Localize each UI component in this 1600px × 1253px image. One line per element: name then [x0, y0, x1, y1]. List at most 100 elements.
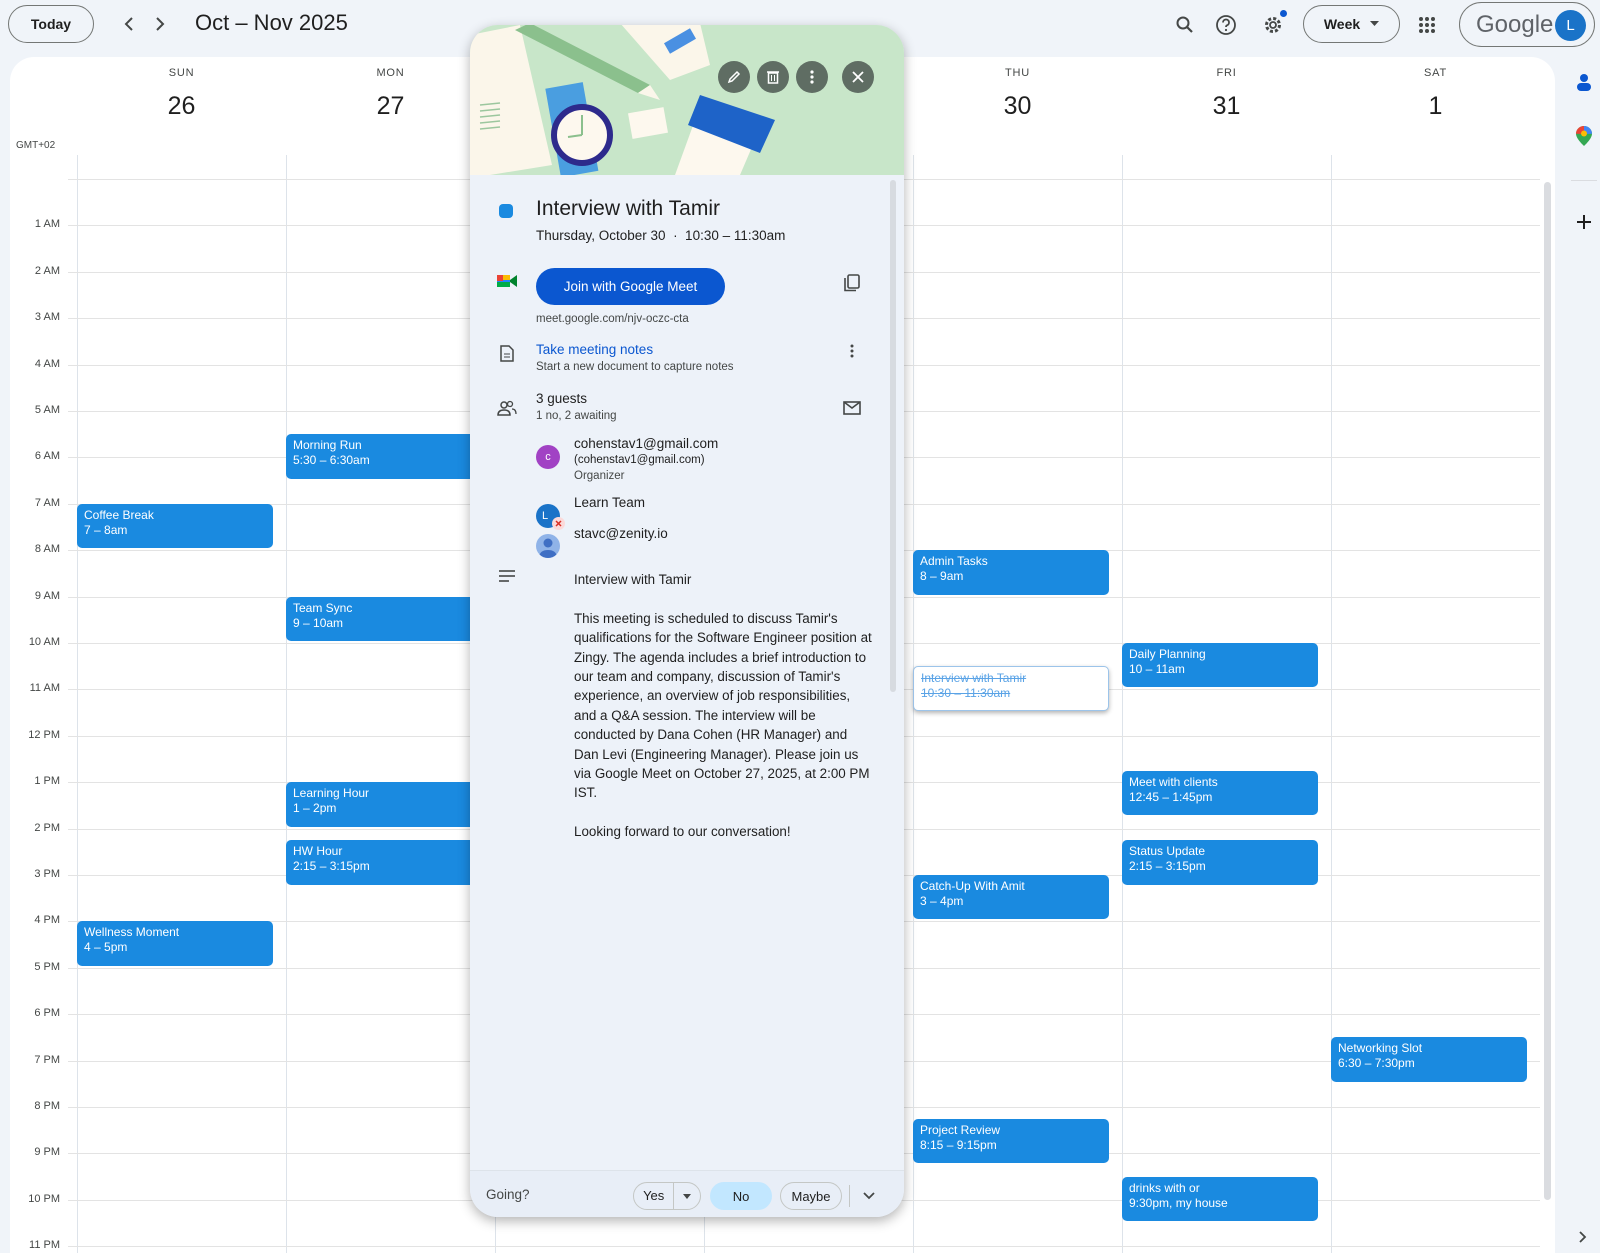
- attendee-email: (cohenstav1@gmail.com): [574, 454, 705, 466]
- maps-pin-icon[interactable]: [1572, 124, 1596, 148]
- rsvp-maybe-button[interactable]: Maybe: [780, 1182, 842, 1210]
- attendee-name: stavc@zenity.io: [574, 526, 668, 541]
- event-time: 10 – 11am: [1129, 662, 1185, 676]
- day-column-divider: [1331, 155, 1332, 1253]
- delete-trash-icon[interactable]: [757, 61, 789, 93]
- hour-label: 2 PM: [34, 821, 60, 834]
- hour-label: 10 PM: [28, 1192, 60, 1205]
- hour-label: 8 PM: [34, 1100, 60, 1112]
- day-name: FRI: [1216, 67, 1237, 79]
- event-description: Interview with Tamir This meeting is sch…: [574, 572, 872, 840]
- event-title: Catch-Up With Amit: [920, 879, 1025, 893]
- hour-label: 6 AM: [34, 450, 60, 463]
- view-selector[interactable]: Week: [1303, 5, 1400, 43]
- attendee-name: cohenstav1@gmail.com: [574, 436, 719, 451]
- event-title: Learning Hour: [293, 786, 370, 801]
- more-options-icon[interactable]: [796, 61, 828, 93]
- hour-label: 4 AM: [34, 357, 60, 370]
- expand-panel-chevron-icon[interactable]: [1572, 1226, 1594, 1248]
- calendar-event[interactable]: Interview with Tamir 10:30 – 11:30am: [913, 666, 1109, 711]
- calendar-event[interactable]: Project Review 8:15 – 9:15pm: [913, 1118, 1109, 1163]
- calendar-event[interactable]: Learning Hour 1 – 2pm: [286, 782, 482, 827]
- guests-count: 3 guests: [536, 391, 588, 406]
- add-plus-icon[interactable]: [1572, 210, 1596, 234]
- search-icon[interactable]: [1172, 12, 1198, 38]
- close-icon[interactable]: [842, 61, 874, 93]
- day-name: SAT: [1424, 67, 1447, 79]
- calendar-scrollbar[interactable]: [1544, 182, 1551, 1200]
- settings-gear-icon[interactable]: [1259, 11, 1287, 39]
- event-color-swatch: [499, 204, 513, 218]
- day-number[interactable]: 1: [1428, 92, 1443, 120]
- rsvp-yes-button[interactable]: Yes: [633, 1182, 701, 1210]
- calendar-event[interactable]: Meet with clients 12:45 – 1:45pm: [1122, 770, 1318, 815]
- calendar-event[interactable]: Morning Run 5:30 – 6:30am: [286, 434, 482, 479]
- event-title: drinks with or: [1129, 1180, 1200, 1195]
- day-number[interactable]: 27: [376, 92, 405, 120]
- attendee-name: Learn Team: [574, 495, 646, 510]
- calendar-event[interactable]: Admin Tasks 8 – 9am: [913, 550, 1109, 595]
- popup-scrollbar[interactable]: [890, 180, 896, 692]
- event-time: 8 – 9am: [920, 569, 964, 584]
- join-google-meet-button[interactable]: Join with Google Meet: [536, 268, 725, 305]
- rsvp-dropdown-arrow-icon[interactable]: [674, 1193, 700, 1199]
- day-number[interactable]: 26: [167, 92, 196, 120]
- calendar-event[interactable]: Status Update 2:15 – 3:15pm: [1122, 840, 1318, 885]
- calendar-event[interactable]: Team Sync 9 – 10am: [286, 596, 482, 641]
- calendar-event[interactable]: HW Hour 2:15 – 3:15pm: [286, 840, 482, 885]
- day-number[interactable]: 31: [1212, 92, 1241, 120]
- account-button[interactable]: Google L: [1459, 2, 1595, 47]
- description-lines-icon: [496, 566, 518, 586]
- today-button[interactable]: Today: [8, 5, 94, 43]
- email-guests-icon[interactable]: [840, 398, 864, 418]
- notes-more-options-icon[interactable]: [842, 340, 862, 362]
- hour-label: 12 PM: [28, 728, 60, 741]
- hour-label: 5 AM: [34, 404, 60, 416]
- meet-link[interactable]: meet.google.com/njv-oczc-cta: [536, 313, 689, 325]
- event-header-illustration: [470, 25, 904, 175]
- calendar-event[interactable]: drinks with or 9:30pm, my house: [1122, 1176, 1318, 1221]
- rsvp-no-button-selected[interactable]: No: [710, 1182, 772, 1210]
- event-title: Interview with Tamir: [921, 671, 1027, 686]
- timezone-label: GMT+02: [16, 140, 56, 151]
- day-number[interactable]: 30: [1003, 92, 1032, 120]
- hour-label: 9 PM: [34, 1146, 60, 1159]
- calendar-event[interactable]: Daily Planning 10 – 11am: [1122, 643, 1318, 688]
- hour-gridline: [68, 1246, 1540, 1248]
- edit-pencil-icon[interactable]: [718, 61, 750, 93]
- event-datetime: Thursday, October 30 · 10:30 – 11:30am: [536, 228, 786, 243]
- attendee-avatar: c: [536, 445, 560, 469]
- calendar-event[interactable]: Coffee Break 7 – 8am: [77, 503, 273, 549]
- take-meeting-notes-link[interactable]: Take meeting notes: [536, 342, 654, 357]
- google-logo: Google: [1476, 10, 1554, 38]
- day-name: SUN: [168, 67, 195, 79]
- hour-label: 4 PM: [34, 914, 60, 927]
- event-title: Wellness Moment: [84, 925, 180, 940]
- expand-chevron-down-icon[interactable]: [858, 1185, 880, 1207]
- contacts-person-icon[interactable]: [1572, 70, 1596, 94]
- chevron-right-icon[interactable]: [149, 12, 171, 36]
- event-time: 1 – 2pm: [293, 801, 337, 816]
- apps-grid-icon[interactable]: [1414, 12, 1440, 38]
- event-title: Admin Tasks: [920, 554, 988, 569]
- calendar-event[interactable]: Networking Slot 6:30 – 7:30pm: [1331, 1037, 1527, 1082]
- hour-label: 9 AM: [34, 589, 60, 602]
- calendar-event[interactable]: Wellness Moment 4 – 5pm: [77, 921, 273, 966]
- help-icon[interactable]: [1213, 12, 1239, 38]
- event-time: 4 – 5pm: [84, 940, 128, 955]
- event-title: Status Update: [1129, 844, 1206, 859]
- hour-label: 11 PM: [29, 1239, 60, 1252]
- event-time: 8:15 – 9:15pm: [920, 1137, 997, 1152]
- event-time: 10:30 – 11:30am: [921, 686, 1011, 701]
- date-range-title: Oct – Nov 2025: [195, 10, 348, 35]
- copy-icon[interactable]: [840, 271, 864, 295]
- day-column-divider: [286, 155, 287, 1253]
- view-label: Week: [1323, 16, 1361, 32]
- guests-people-icon: [496, 397, 518, 419]
- event-title: Project Review: [920, 1122, 1001, 1137]
- calendar-event[interactable]: Catch-Up With Amit 3 – 4pm: [913, 875, 1109, 920]
- event-time: 7 – 8am: [84, 522, 128, 537]
- chevron-left-icon[interactable]: [118, 12, 140, 36]
- hour-label: 3 PM: [34, 868, 60, 880]
- going-label: Going?: [486, 1187, 530, 1202]
